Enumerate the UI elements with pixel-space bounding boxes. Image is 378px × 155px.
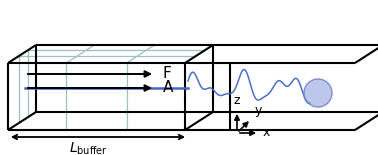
Text: $L_{\rm buffer}$: $L_{\rm buffer}$ — [68, 141, 107, 155]
Text: z: z — [234, 94, 240, 107]
Text: x: x — [263, 126, 270, 140]
Text: F: F — [163, 66, 172, 82]
Text: A: A — [163, 80, 174, 95]
Circle shape — [304, 79, 332, 107]
Text: y: y — [255, 104, 262, 117]
